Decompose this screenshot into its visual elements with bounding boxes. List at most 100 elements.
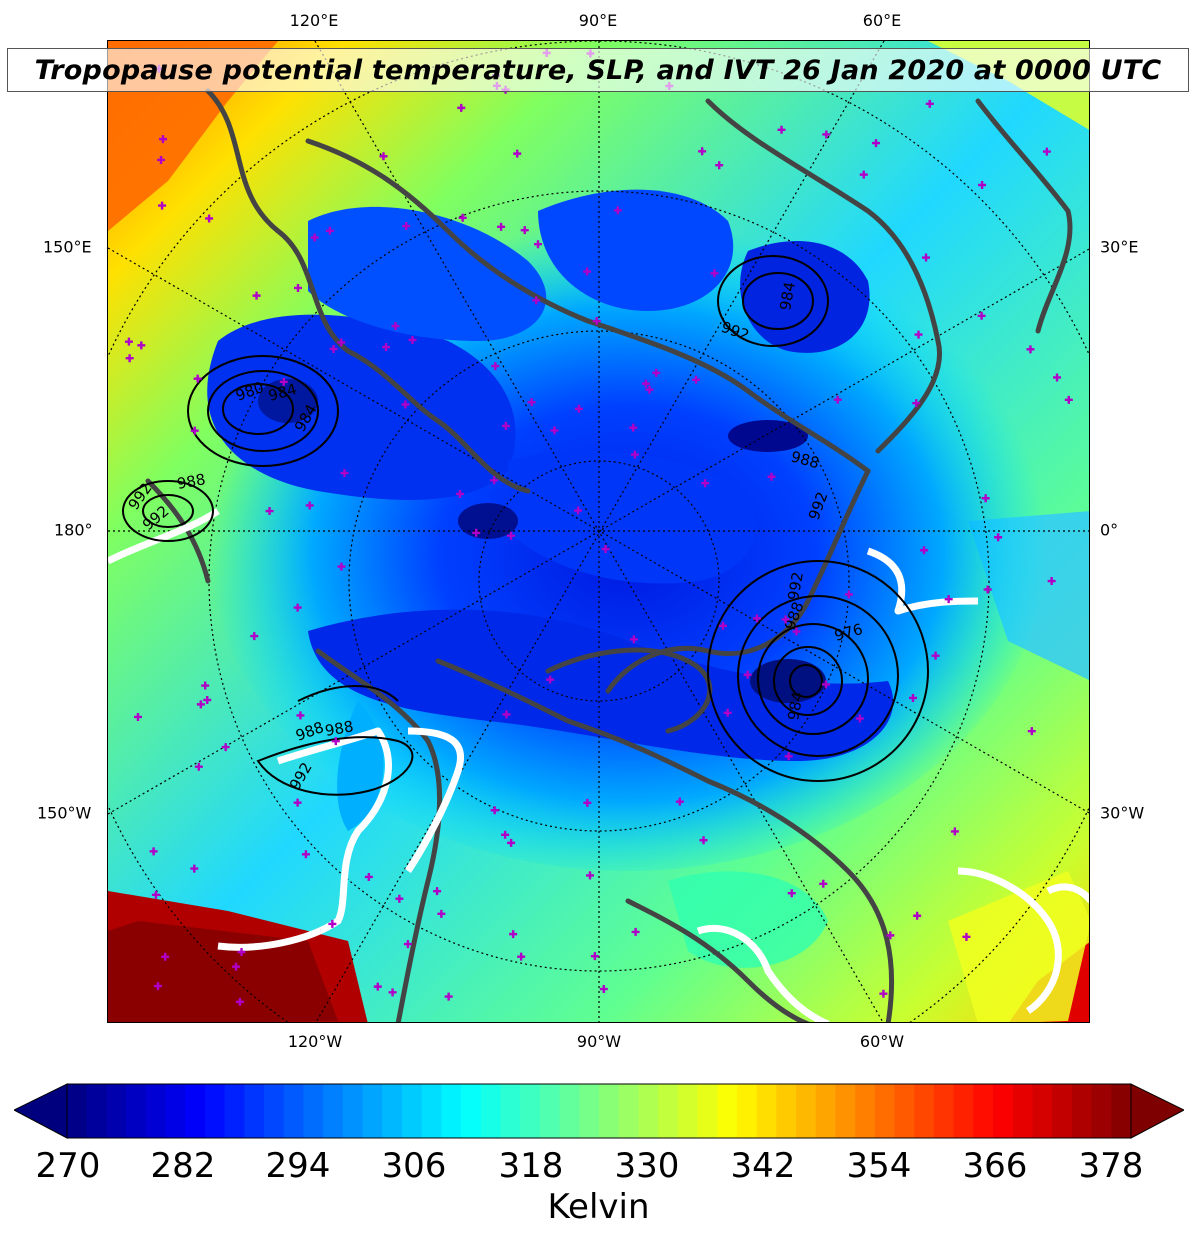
- colorbar-cell: [717, 1084, 738, 1138]
- station-marker: [855, 714, 864, 723]
- station-marker: [491, 362, 500, 371]
- station-marker: [844, 590, 853, 599]
- station-marker: [784, 752, 793, 761]
- colorbar-cells: [67, 1084, 1132, 1138]
- station-marker: [912, 399, 921, 408]
- station-marker: [821, 680, 830, 689]
- station-marker: [886, 931, 895, 940]
- colorbar-cell: [539, 1084, 561, 1138]
- station-marker: [158, 135, 167, 144]
- station-marker: [402, 222, 411, 231]
- station-marker: [294, 283, 303, 292]
- station-marker: [879, 989, 888, 998]
- station-marker: [629, 423, 638, 432]
- station-marker: [908, 693, 917, 702]
- station-marker: [305, 501, 314, 510]
- station-marker: [574, 506, 583, 515]
- station-marker: [149, 847, 158, 856]
- station-marker: [977, 311, 986, 320]
- colorbar-cell: [106, 1084, 127, 1138]
- station-marker: [501, 830, 510, 839]
- station-marker: [601, 545, 610, 553]
- station-marker: [981, 494, 990, 503]
- colorbar-cell: [658, 1084, 679, 1138]
- colorbar-cell: [382, 1084, 403, 1138]
- map-title: Tropopause potential temperature, SLP, a…: [34, 54, 1162, 86]
- colorbar-cell: [894, 1084, 915, 1138]
- lat-label-30w: 30°W: [1100, 803, 1145, 823]
- colorbar: [14, 1083, 1184, 1139]
- station-marker: [296, 711, 305, 720]
- station-marker: [265, 507, 274, 516]
- colorbar-extend-high: [1130, 1083, 1184, 1139]
- slp-contours: [122, 255, 929, 796]
- colorbar-cell: [579, 1084, 600, 1138]
- slp-label: 984: [784, 690, 807, 721]
- colorbar-cell: [520, 1084, 541, 1138]
- colorbar-cell: [855, 1084, 876, 1138]
- station-marker: [237, 948, 246, 956]
- station-marker: [507, 838, 516, 847]
- colorbar-tick-294: 294: [265, 1146, 331, 1186]
- station-marker: [203, 696, 212, 705]
- colorbar-cell: [441, 1084, 462, 1138]
- station-marker: [408, 335, 417, 344]
- station-marker: [340, 469, 349, 478]
- station-marker: [382, 343, 391, 352]
- station-marker: [550, 426, 559, 435]
- station-marker: [205, 214, 214, 223]
- station-marker: [337, 562, 346, 571]
- colorbar-cell: [303, 1084, 324, 1138]
- station-marker: [792, 627, 801, 636]
- colorbar-cell: [264, 1084, 285, 1138]
- station-marker: [279, 377, 288, 386]
- colorbar-cell: [736, 1084, 758, 1138]
- colorbar-cell: [599, 1084, 620, 1138]
- station-marker: [1053, 373, 1062, 382]
- lat-label-30e: 30°E: [1100, 237, 1139, 257]
- colorbar-cell: [126, 1084, 147, 1138]
- station-marker: [913, 911, 922, 920]
- station-marker: [645, 385, 654, 394]
- map-panel: 992 988 992 980 984 984 992 984 988 992 992 988 976 9…: [107, 40, 1090, 1023]
- station-marker: [331, 737, 340, 746]
- station-marker: [583, 798, 592, 807]
- station-marker: [391, 322, 400, 331]
- colorbar-cell: [165, 1084, 186, 1138]
- colorbar-cell: [145, 1084, 167, 1138]
- station-marker: [501, 421, 510, 430]
- lat-label-150w: 150°W: [37, 803, 92, 823]
- station-marker: [599, 985, 608, 994]
- station-marker: [590, 952, 599, 961]
- colorbar-cell: [874, 1084, 896, 1138]
- station-marker: [490, 806, 499, 815]
- colorbar-cell: [559, 1084, 580, 1138]
- station-marker: [497, 222, 506, 231]
- colorbar-cell: [618, 1084, 639, 1138]
- station-marker: [379, 152, 388, 161]
- station-marker: [743, 670, 752, 679]
- colorbar-cell: [224, 1084, 245, 1138]
- colorbar-cell: [323, 1084, 344, 1138]
- station-marker: [872, 139, 881, 148]
- station-marker: [752, 614, 761, 623]
- station-marker: [822, 130, 831, 139]
- lat-label-150e: 150°E: [43, 237, 92, 257]
- station-marker: [931, 651, 940, 660]
- slp-label: 992: [784, 570, 807, 601]
- station-marker: [532, 296, 541, 305]
- station-marker: [472, 528, 481, 537]
- colorbar-cell: [776, 1084, 797, 1138]
- colorbar-tick-330: 330: [614, 1146, 680, 1186]
- colorbar-cell: [480, 1084, 502, 1138]
- station-marker: [631, 927, 640, 936]
- colorbar-cell: [461, 1084, 482, 1138]
- station-marker: [325, 226, 334, 235]
- station-marker: [337, 338, 346, 347]
- colorbar-cell: [421, 1084, 442, 1138]
- station-marker: [859, 170, 868, 179]
- station-marker: [490, 476, 499, 485]
- colorbar-cell: [796, 1084, 817, 1138]
- lon-label-60e: 60°E: [862, 11, 902, 30]
